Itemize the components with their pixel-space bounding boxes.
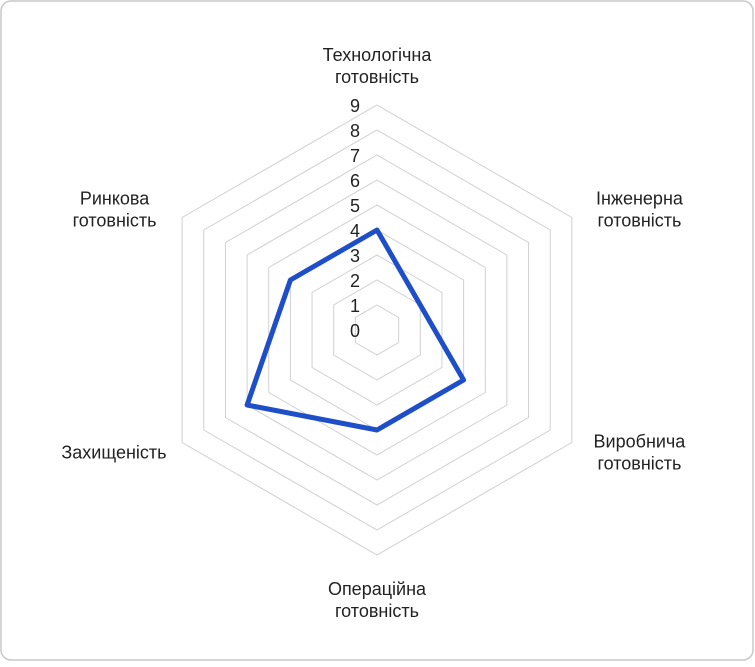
r-tick-label: 7 — [350, 146, 360, 166]
category-label: готовність — [335, 601, 419, 621]
r-tick-label: 3 — [350, 246, 360, 266]
category-label: Виробнича — [594, 432, 687, 452]
category-label: готовність — [73, 211, 157, 231]
r-tick-label: 8 — [350, 121, 360, 141]
r-tick-label: 6 — [350, 171, 360, 191]
category-label: Операційна — [328, 579, 427, 599]
r-tick-label: 1 — [350, 296, 360, 316]
category-label: Ринкова — [80, 189, 150, 209]
grid-ring — [203, 129, 551, 531]
grid-ring — [181, 104, 573, 556]
category-label: готовність — [335, 67, 419, 87]
grid-ring — [268, 204, 486, 456]
r-tick-label: 4 — [350, 221, 360, 241]
grid-ring — [224, 154, 530, 506]
category-label: готовність — [597, 211, 681, 231]
category-label: Захищеність — [61, 443, 166, 463]
r-tick-label: 9 — [350, 96, 360, 116]
grid-ring — [311, 254, 443, 406]
r-tick-label: 0 — [350, 321, 360, 341]
r-tick-label: 5 — [350, 196, 360, 216]
grid-ring — [354, 304, 400, 356]
category-label: Технологічна — [323, 45, 433, 65]
grid-ring — [246, 179, 508, 481]
r-tick-label: 2 — [350, 271, 360, 291]
category-label: готовність — [597, 454, 681, 474]
category-label: Інженерна — [596, 189, 684, 209]
series-line — [244, 227, 467, 433]
